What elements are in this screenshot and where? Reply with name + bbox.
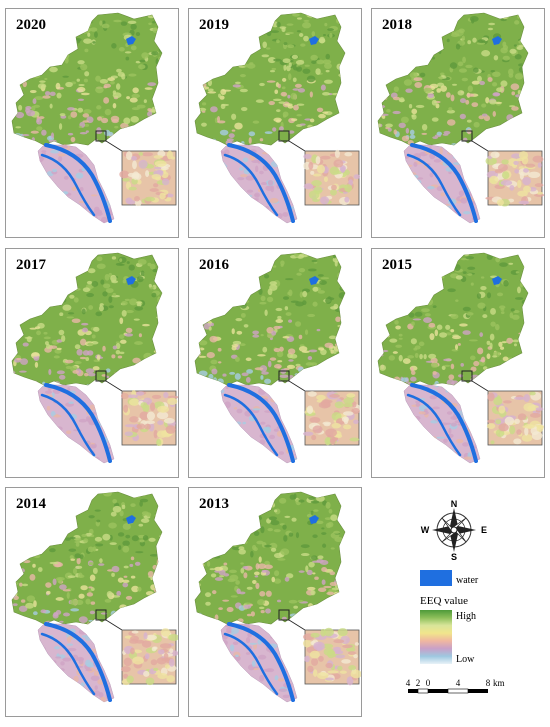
scale-tick-4: 8 [486, 678, 491, 688]
compass-w: W [421, 525, 430, 535]
map-panel-2018: 2018 [371, 8, 545, 238]
high-label: High [456, 611, 476, 622]
eeq-map [377, 12, 544, 224]
scale-bar [408, 688, 488, 694]
map-legend: N S E W water EEQ value High Low 4 2 0 4… [392, 492, 542, 712]
eeq-map [194, 252, 361, 464]
scale-tick-1: 2 [416, 678, 421, 688]
map-panel-2020: 2020 [5, 8, 179, 238]
year-label: 2015 [382, 257, 412, 273]
compass-e: E [481, 525, 487, 535]
compass-rose-icon [432, 508, 476, 552]
eeq-title: EEQ value [420, 595, 468, 607]
scale-tick-0: 4 [406, 678, 411, 688]
water-label: water [456, 575, 479, 586]
low-label: Low [456, 654, 475, 665]
map-panel-2017: 2017 [5, 248, 179, 478]
eeq-map [11, 12, 177, 224]
eeq-map [194, 12, 361, 224]
map-panel-2016: 2016 [188, 248, 362, 478]
water-swatch [420, 570, 452, 586]
scale-unit: km [493, 678, 505, 688]
eeq-map [194, 491, 361, 703]
year-label: 2020 [16, 17, 46, 33]
year-label: 2018 [382, 17, 412, 33]
eeq-map [11, 491, 178, 703]
year-label: 2017 [16, 257, 46, 273]
year-label: 2014 [16, 496, 46, 512]
map-panel-2013: 2013 [188, 487, 362, 717]
year-label: 2016 [199, 257, 229, 273]
compass-s: S [451, 552, 457, 562]
map-panel-2014: 2014 [5, 487, 179, 717]
year-label: 2013 [199, 496, 229, 512]
year-label: 2019 [199, 17, 229, 33]
map-panel-2015: 2015 [371, 248, 545, 478]
eeq-map [11, 252, 178, 464]
compass-n: N [451, 499, 458, 509]
map-panel-2019: 2019 [188, 8, 362, 238]
scale-tick-3: 4 [456, 678, 461, 688]
eeq-color-ramp [420, 610, 452, 664]
eeq-map [377, 252, 544, 464]
scale-tick-2: 0 [426, 678, 431, 688]
legend-graphics: N S E W water EEQ value High Low 4 2 0 4… [406, 499, 505, 694]
